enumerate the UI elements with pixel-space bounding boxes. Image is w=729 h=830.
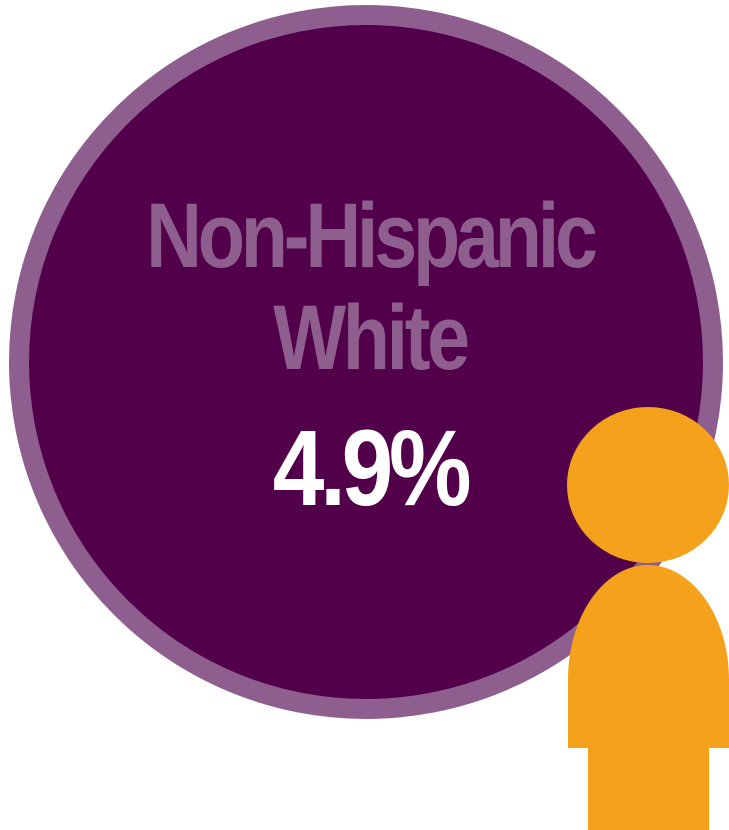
group-label-line2: White <box>273 287 470 389</box>
group-label-line1: Non-Hispanic <box>146 185 598 287</box>
percentage-value: 4.9% <box>272 407 472 528</box>
person-leg <box>588 748 709 830</box>
circle-disc <box>29 25 703 699</box>
person-icon <box>567 407 729 830</box>
person-body <box>568 565 729 748</box>
person-head <box>567 407 729 563</box>
